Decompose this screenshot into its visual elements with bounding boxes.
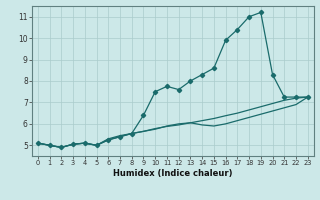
X-axis label: Humidex (Indice chaleur): Humidex (Indice chaleur) [113,169,233,178]
